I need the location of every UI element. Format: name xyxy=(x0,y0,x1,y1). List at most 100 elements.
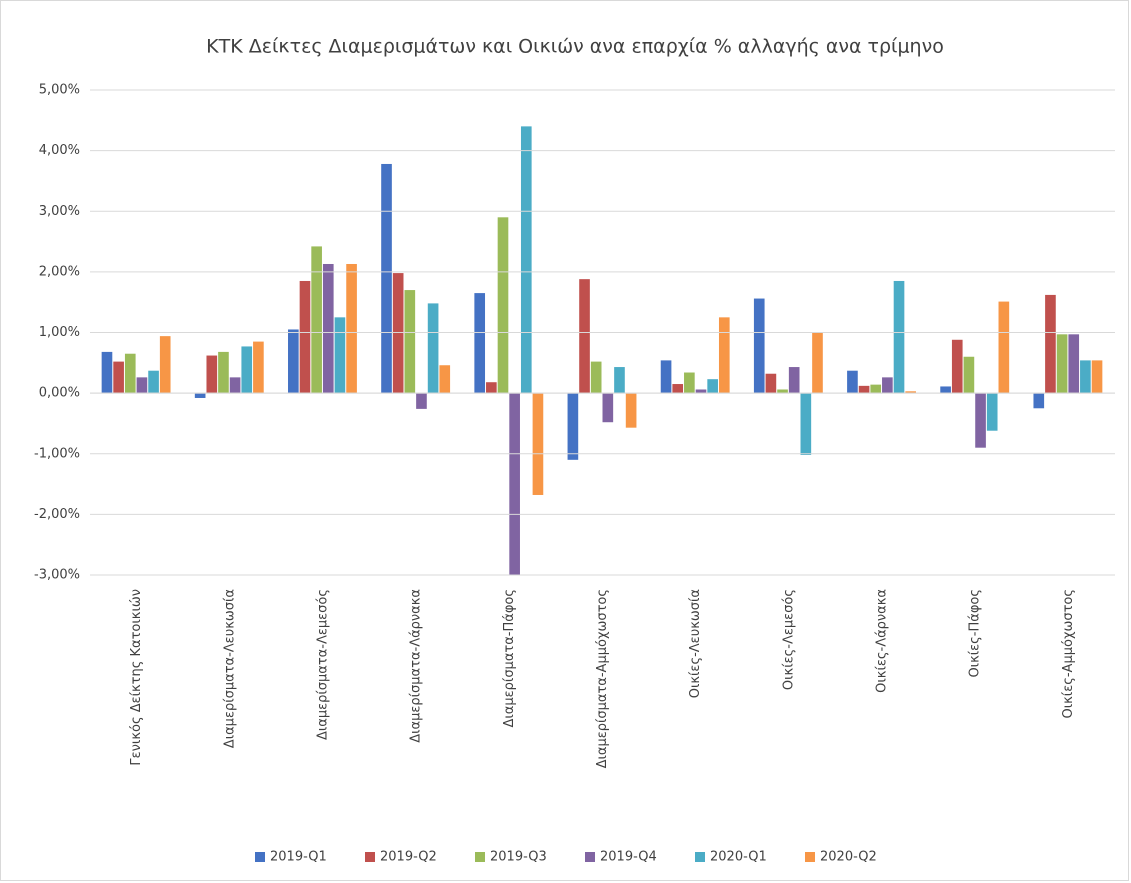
plot-area xyxy=(101,126,1103,575)
bar xyxy=(951,339,963,394)
legend-label: 2019-Q4 xyxy=(600,850,657,865)
bar xyxy=(113,361,124,394)
legend-swatch xyxy=(255,852,265,862)
bar xyxy=(695,389,707,394)
bar xyxy=(229,377,241,394)
y-tick-label: -1,00% xyxy=(34,446,80,461)
legend-swatch xyxy=(805,852,815,862)
bar xyxy=(241,346,253,394)
legend-label: 2019-Q2 xyxy=(380,850,437,865)
bar xyxy=(672,384,684,394)
legend-label: 2019-Q3 xyxy=(490,850,547,865)
legend-label: 2020-Q1 xyxy=(710,850,767,865)
bar xyxy=(1080,360,1091,394)
bar xyxy=(486,382,497,394)
bar xyxy=(1045,294,1056,394)
bar xyxy=(334,317,346,394)
bar xyxy=(975,393,986,448)
y-tick-label: 0,00% xyxy=(39,386,80,401)
bar xyxy=(124,353,136,394)
bar xyxy=(427,303,439,394)
bar xyxy=(707,379,718,394)
bar xyxy=(148,370,159,394)
legend-label: 2019-Q1 xyxy=(270,850,327,865)
bar xyxy=(788,367,800,394)
bar xyxy=(858,385,870,394)
bar xyxy=(718,317,730,394)
bar xyxy=(416,393,427,409)
legend-swatch xyxy=(365,852,375,862)
bar xyxy=(602,393,614,423)
bar xyxy=(299,280,311,394)
bar xyxy=(311,246,322,394)
legend-swatch xyxy=(475,852,485,862)
bar xyxy=(509,393,520,575)
bar xyxy=(625,393,637,428)
y-tick-label: 1,00% xyxy=(39,325,80,340)
x-tick-label: Διαμερίσματα-Πάφος xyxy=(502,589,517,727)
bar xyxy=(404,290,416,394)
bar xyxy=(253,341,264,394)
bar xyxy=(684,372,695,394)
legend-label: 2020-Q2 xyxy=(820,850,877,865)
bar xyxy=(1068,334,1080,394)
bar xyxy=(1091,360,1103,394)
bar xyxy=(136,377,148,394)
bar xyxy=(532,393,544,495)
x-tick-label: Διαμερίσματα-Λάρνακα xyxy=(409,589,424,743)
legend-swatch xyxy=(585,852,595,862)
x-tick-label: Οικίες-Λάρνακα xyxy=(875,589,890,693)
bar xyxy=(159,336,171,394)
bar xyxy=(882,377,893,394)
bar xyxy=(520,126,532,394)
bar xyxy=(847,370,858,394)
bar xyxy=(218,351,229,394)
bar xyxy=(346,263,357,394)
bar xyxy=(590,361,602,394)
x-tick-label: Οικίες-Πάφος xyxy=(968,589,983,678)
x-tick-label: Διαμερίσματα-Λεμεσός xyxy=(315,589,330,740)
bar xyxy=(579,279,590,394)
bar xyxy=(986,393,998,431)
y-tick-label: -2,00% xyxy=(34,507,80,522)
bar xyxy=(905,391,916,394)
bar xyxy=(777,389,788,394)
bar xyxy=(101,351,113,394)
bar xyxy=(288,329,299,394)
bar xyxy=(963,356,975,394)
bar xyxy=(870,384,882,394)
y-tick-label: 5,00% xyxy=(39,83,80,98)
x-tick-label: Διαμερίσματα-Αμμόχωστος xyxy=(595,589,610,768)
bar xyxy=(497,217,509,394)
y-tick-label: -3,00% xyxy=(34,568,80,583)
x-tick-label: Οικίες-Αμμόχωστος xyxy=(1061,589,1076,718)
bar xyxy=(194,393,206,398)
bar xyxy=(800,393,812,455)
bar xyxy=(392,273,404,394)
x-tick-label: Διαμερίσματα-Λευκωσία xyxy=(222,589,237,748)
bar xyxy=(1056,334,1068,394)
bar xyxy=(1033,393,1045,409)
bar xyxy=(439,365,451,394)
y-tick-label: 3,00% xyxy=(39,204,80,219)
bar xyxy=(567,393,579,460)
chart-title: ΚΤΚ Δείκτες Διαμερισμάτων και Οικιών ανα… xyxy=(206,36,944,58)
x-tick-label: Οικίες-Λεμεσός xyxy=(781,589,796,690)
bar xyxy=(322,263,334,394)
bar xyxy=(474,293,486,394)
bar xyxy=(753,298,765,394)
bar xyxy=(940,386,951,394)
bar xyxy=(660,360,672,394)
bar xyxy=(893,280,905,394)
bar xyxy=(812,332,823,394)
bar xyxy=(998,301,1010,394)
bar xyxy=(765,373,777,394)
y-tick-label: 2,00% xyxy=(39,264,80,279)
legend-swatch xyxy=(695,852,705,862)
bar xyxy=(381,163,392,394)
bar xyxy=(206,355,218,394)
x-tick-label: Οικίες-Λευκωσία xyxy=(688,589,703,698)
bar xyxy=(614,367,625,394)
